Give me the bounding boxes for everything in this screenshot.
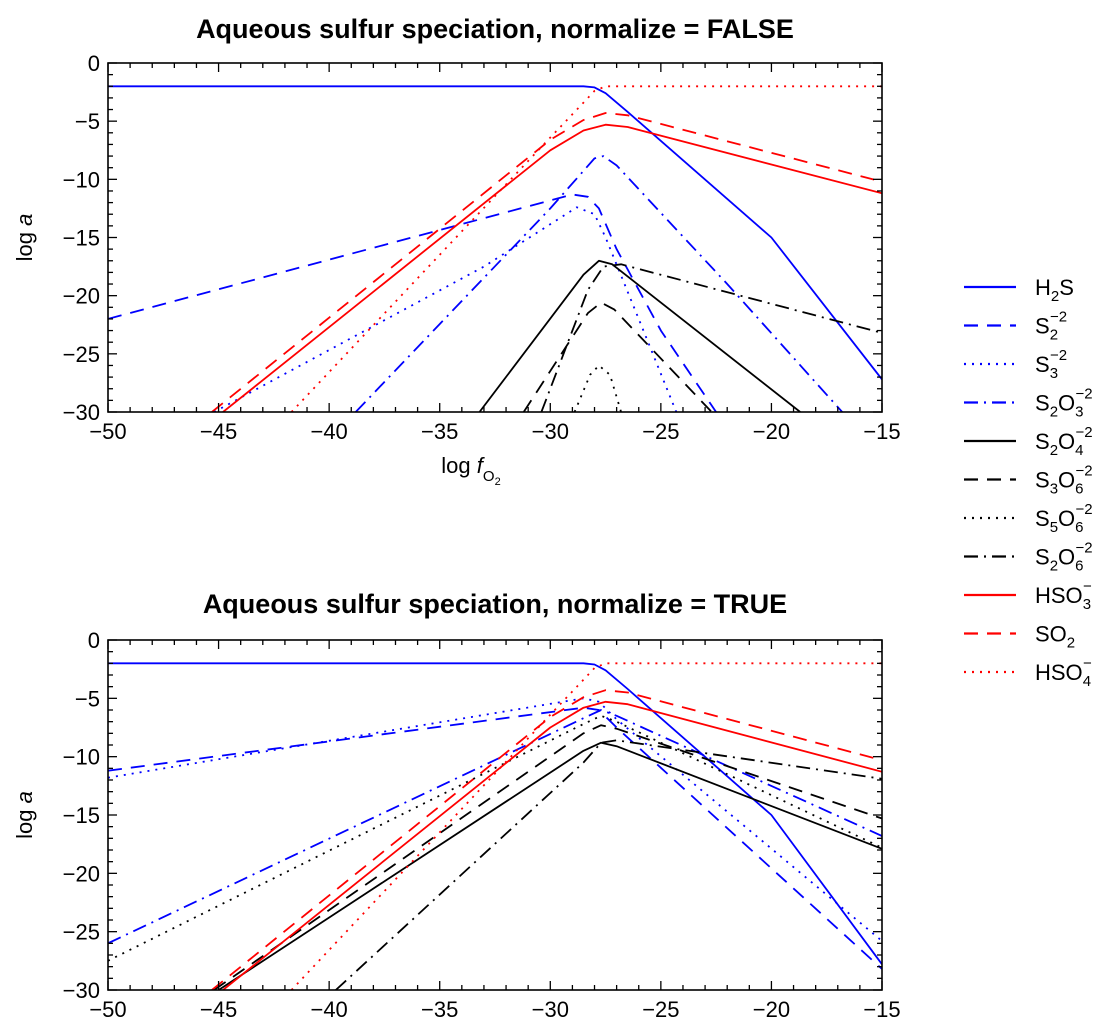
x-tick-label: −35 <box>421 419 458 444</box>
chart-panels: Aqueous sulfur speciation, normalize = F… <box>12 14 901 1022</box>
series-line-7 <box>573 364 622 412</box>
legend-item-5: S2O4−2 <box>964 424 1093 459</box>
series-line-1 <box>108 85 882 380</box>
legend-label: H2S <box>1035 275 1074 305</box>
series-line-3 <box>213 206 678 412</box>
y-tick-label: −25 <box>63 920 100 945</box>
series-line-5 <box>218 741 882 990</box>
legend-label: HSO3− <box>1035 578 1092 613</box>
y-axis-label: log a <box>12 791 37 839</box>
series-line-8 <box>540 263 882 412</box>
series-line-5 <box>478 259 801 412</box>
chart-title: Aqueous sulfur speciation, normalize = T… <box>203 589 787 619</box>
series-line-6 <box>522 301 713 412</box>
series-line-2 <box>108 706 882 970</box>
x-tick-label: −15 <box>863 997 900 1022</box>
legend-item-8: S2O6−2 <box>964 540 1093 575</box>
legend-item-4: S2O3−2 <box>964 386 1093 421</box>
series-line-11 <box>290 662 882 990</box>
series-line-7 <box>108 714 882 962</box>
legend-label: SO2 <box>1035 622 1075 652</box>
legend-label: S2O4−2 <box>1035 424 1093 459</box>
y-tick-label: −25 <box>63 342 100 367</box>
x-tick-label: −25 <box>642 419 679 444</box>
legend-label: HSO4− <box>1035 655 1092 690</box>
plot-frame <box>107 62 883 413</box>
legend-item-11: HSO4− <box>964 655 1092 690</box>
x-tick-label: −50 <box>89 997 126 1022</box>
series-group <box>108 85 882 412</box>
y-axis-label: log a <box>12 214 37 262</box>
series-line-4 <box>108 709 882 945</box>
legend-item-6: S3O6−2 <box>964 463 1093 498</box>
series-group <box>108 662 882 990</box>
series-line-3 <box>108 697 882 942</box>
x-tick-label: −40 <box>310 419 347 444</box>
legend-label: S5O6−2 <box>1035 501 1093 536</box>
x-tick-label: −25 <box>642 997 679 1022</box>
x-tick-label: −45 <box>200 419 237 444</box>
legend-label: S2−2 <box>1035 309 1067 344</box>
chart-panel-1: Aqueous sulfur speciation, normalize = F… <box>12 14 901 488</box>
legend-label: S2O3−2 <box>1035 386 1093 421</box>
y-tick-label: −10 <box>63 745 100 770</box>
y-tick-label: 0 <box>88 628 100 653</box>
legend-item-1: H2S <box>964 275 1074 305</box>
legend-label: S3O6−2 <box>1035 463 1093 498</box>
legend-item-10: SO2 <box>964 622 1075 652</box>
x-tick-label: −15 <box>863 419 900 444</box>
y-tick-label: −20 <box>63 284 100 309</box>
legend-item-9: HSO3− <box>964 578 1092 613</box>
x-tick-label: −30 <box>532 419 569 444</box>
legend-item-7: S5O6−2 <box>964 501 1093 536</box>
series-line-10 <box>211 689 882 990</box>
series-line-2 <box>108 193 717 412</box>
x-tick-label: −45 <box>200 997 237 1022</box>
series-line-10 <box>211 112 882 412</box>
x-tick-label: −20 <box>753 419 790 444</box>
series-line-4 <box>355 155 843 412</box>
chart-title: Aqueous sulfur speciation, normalize = F… <box>196 14 794 44</box>
series-line-9 <box>222 123 882 412</box>
x-tick-label: −35 <box>421 997 458 1022</box>
series-line-11 <box>290 85 882 412</box>
legend-label: S2O6−2 <box>1035 540 1093 575</box>
y-tick-label: −5 <box>75 686 100 711</box>
x-axis-label: log fO2 <box>441 453 500 488</box>
y-tick-label: −5 <box>75 109 100 134</box>
series-line-9 <box>222 700 882 990</box>
y-tick-label: −15 <box>63 226 100 251</box>
x-tick-label: −50 <box>89 419 126 444</box>
x-tick-label: −40 <box>310 997 347 1022</box>
x-tick-label: −30 <box>532 997 569 1022</box>
y-tick-label: −30 <box>63 400 100 425</box>
y-tick-label: −20 <box>63 861 100 886</box>
y-tick-label: 0 <box>88 51 100 76</box>
y-tick-label: −15 <box>63 803 100 828</box>
x-tick-label: −20 <box>753 997 790 1022</box>
series-line-6 <box>213 724 882 990</box>
legend-item-3: S3−2 <box>964 347 1067 382</box>
y-tick-label: −10 <box>63 167 100 192</box>
legend-item-2: S2−2 <box>964 309 1067 344</box>
chart-panel-2: Aqueous sulfur speciation, normalize = T… <box>12 589 901 1022</box>
series-line-1 <box>108 662 882 965</box>
legend-label: S3−2 <box>1035 347 1067 382</box>
series-line-8 <box>335 739 882 990</box>
y-tick-label: −30 <box>63 978 100 1003</box>
plot-frame <box>107 639 883 991</box>
